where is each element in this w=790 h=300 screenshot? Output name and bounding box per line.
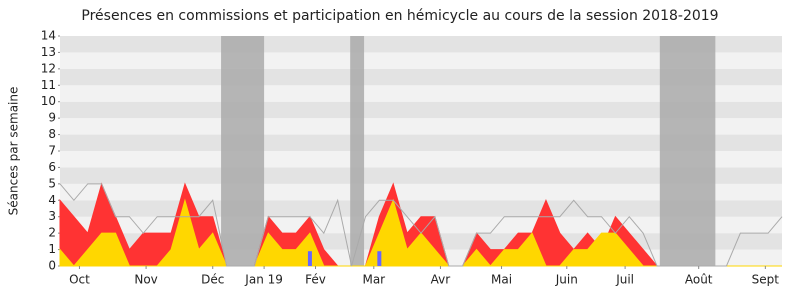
y-tick-label: 8: [48, 127, 56, 141]
y-axis-label: Séances par semaine: [7, 87, 21, 216]
y-tick-label: 0: [48, 259, 56, 273]
y-tick-label: 2: [48, 226, 56, 240]
x-tick-label: Sept: [752, 273, 780, 287]
x-tick-label: Jan 19: [244, 273, 283, 287]
line: [59, 183, 783, 267]
bar: [377, 251, 382, 266]
y-tick-label: 11: [41, 78, 56, 92]
x-tick-label: Juil: [615, 273, 634, 287]
y-tick-label: 13: [41, 45, 56, 59]
bar: [307, 251, 312, 266]
x-tick-label: Mar: [362, 273, 385, 287]
x-tick-label: Août: [685, 273, 713, 287]
y-tick-label: 9: [48, 111, 56, 125]
y-tick-label: 7: [48, 144, 56, 158]
x-tick-label: Avr: [431, 273, 451, 287]
y-tick-label: 12: [41, 61, 56, 75]
x-tick-label: Mai: [491, 273, 512, 287]
x-tick-label: Fév: [305, 273, 326, 287]
y-tick-label: 10: [41, 94, 56, 108]
x-tick-label: Déc: [201, 273, 224, 287]
y-tick-label: 14: [41, 29, 56, 43]
vacation-band: [350, 36, 365, 266]
x-tick-label: Juin: [555, 273, 578, 287]
vacation-band: [221, 36, 265, 266]
y-tick-label: 6: [48, 160, 56, 174]
y-tick-label: 4: [48, 193, 56, 207]
vacation-band: [659, 36, 716, 266]
y-tick-label: 5: [48, 176, 56, 190]
y-tick-label: 1: [48, 242, 56, 256]
y-tick-label: 3: [48, 209, 56, 223]
chart-title: Présences en commissions et participatio…: [81, 8, 718, 24]
x-tick-label: Oct: [69, 273, 90, 287]
x-tick-label: Nov: [134, 273, 157, 287]
